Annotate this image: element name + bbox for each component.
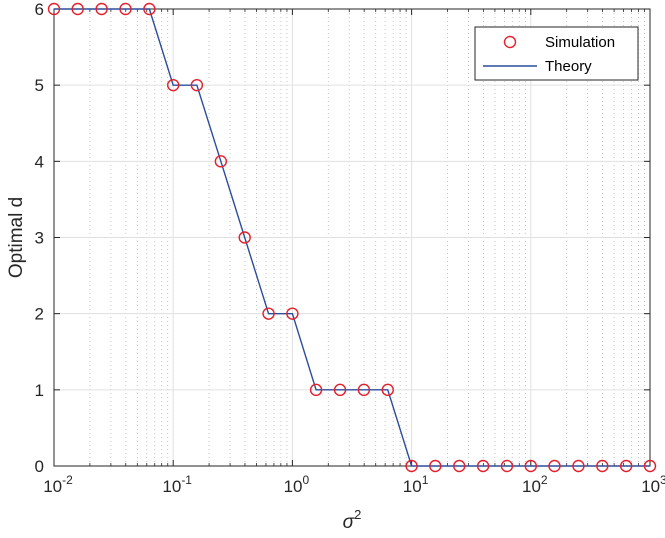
x-tick-label: 10-2 xyxy=(43,473,73,496)
x-axis-label-symbol: σ xyxy=(343,512,356,533)
simulation-point xyxy=(548,459,561,473)
simulation-point xyxy=(429,459,442,473)
axis-ticks: 10-2 10-1 100 101 102 103 0 1 2 3 4 5 6 xyxy=(35,0,665,496)
y-axis-label: Optimal d xyxy=(6,197,27,278)
legend-theory-label: Theory xyxy=(545,58,592,75)
simulation-point xyxy=(95,2,108,16)
simulation-point xyxy=(405,459,418,473)
y-tick-label: 2 xyxy=(35,305,44,324)
x-tick-label: 101 xyxy=(403,473,429,496)
y-tick-label: 1 xyxy=(35,381,44,400)
simulation-point xyxy=(476,459,490,473)
legend-box xyxy=(474,26,639,81)
simulation-point xyxy=(500,459,514,473)
simulation-point xyxy=(143,2,156,16)
y-tick-label: 4 xyxy=(35,152,44,171)
y-tick-label: 0 xyxy=(35,457,44,476)
simulation-point xyxy=(333,383,347,397)
simulation-point xyxy=(71,2,84,16)
simulation-point xyxy=(119,2,132,16)
series-layer xyxy=(47,2,657,473)
simulation-point xyxy=(214,155,228,168)
legend-simulation-marker xyxy=(503,35,517,49)
simulation-point xyxy=(47,2,61,16)
simulation-point xyxy=(453,459,466,473)
simulation-point xyxy=(357,383,371,397)
x-tick-label: 103 xyxy=(641,473,665,496)
simulation-point xyxy=(309,383,323,397)
x-axis-label-exponent: 2 xyxy=(354,507,361,522)
simulation-point xyxy=(643,459,657,473)
x-axis-label: σ2 xyxy=(343,507,362,533)
y-tick-label: 6 xyxy=(35,0,44,19)
legend-simulation-label: Simulation xyxy=(545,34,615,51)
simulation-point xyxy=(524,459,537,473)
simulation-point xyxy=(619,459,633,473)
simulation-point xyxy=(596,459,609,473)
simulation-point xyxy=(381,383,394,397)
simulation-point xyxy=(286,307,299,320)
legend: Simulation Theory xyxy=(474,26,639,81)
simulation-point xyxy=(238,231,251,244)
simulation-point xyxy=(572,459,585,473)
simulation-point xyxy=(166,78,180,92)
x-tick-label: 102 xyxy=(522,473,548,496)
y-tick-label: 5 xyxy=(35,76,44,95)
x-tick-label: 10-1 xyxy=(162,473,192,496)
theory-line xyxy=(54,8,650,467)
x-tick-label: 100 xyxy=(284,473,310,496)
y-tick-label: 3 xyxy=(35,229,44,248)
simulation-point xyxy=(190,78,204,92)
simulation-point xyxy=(262,307,275,320)
